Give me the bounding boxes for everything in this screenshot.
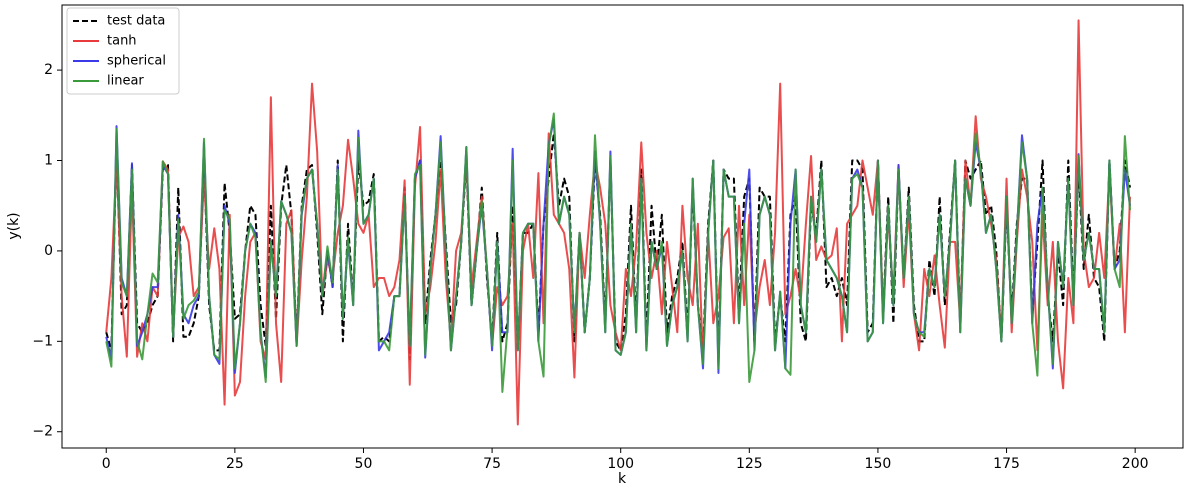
y-tick-label: −2 — [32, 424, 53, 440]
series-line — [105, 112, 1132, 393]
x-tick-label: 100 — [607, 456, 634, 472]
y-tick-label: −1 — [32, 333, 53, 349]
legend: test data tanh spherical linear — [66, 7, 180, 95]
legend-label: spherical — [107, 54, 166, 69]
y-axis-label: y(k) — [6, 212, 22, 239]
x-tick-label: 25 — [226, 456, 244, 472]
legend-label: tanh — [107, 34, 137, 49]
x-tick-label: 175 — [993, 456, 1020, 472]
y-tick-label: 2 — [44, 62, 53, 78]
plot-frame — [61, 4, 1184, 449]
x-tick-label: 0 — [102, 456, 111, 472]
x-axis-label: k — [618, 471, 627, 487]
legend-label: linear — [107, 74, 144, 89]
x-tick-label: 50 — [355, 456, 373, 472]
x-tick-label: 200 — [1122, 456, 1149, 472]
x-tick-label: 125 — [736, 456, 763, 472]
x-tick-label: 150 — [865, 456, 892, 472]
legend-box — [66, 7, 180, 95]
y-tick-label: 1 — [44, 153, 53, 169]
legend-label: test data — [107, 14, 165, 29]
y-tick-label: 0 — [44, 243, 53, 259]
series-line — [105, 19, 1132, 426]
x-tick-label: 75 — [483, 456, 501, 472]
